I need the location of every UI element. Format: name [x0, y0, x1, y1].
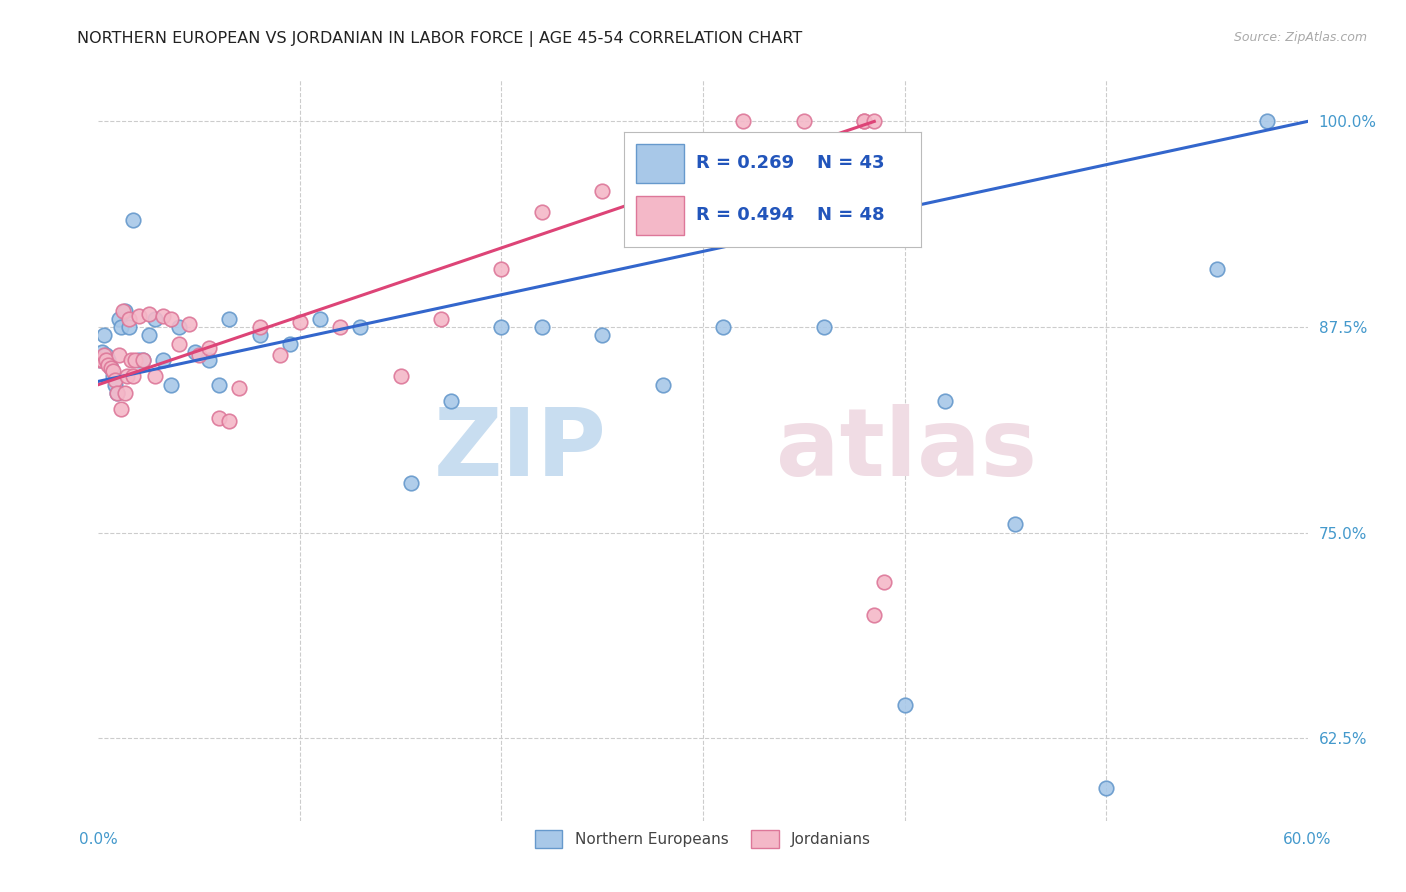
- Point: [278, 336, 301, 351]
- Point: [101, 364, 124, 378]
- Point: [152, 309, 174, 323]
- Point: [591, 184, 613, 198]
- Point: [813, 320, 835, 334]
- Point: [530, 205, 553, 219]
- Text: Source: ZipAtlas.com: Source: ZipAtlas.com: [1233, 31, 1367, 45]
- Point: [1206, 262, 1229, 277]
- Point: [853, 114, 876, 128]
- Point: [132, 353, 155, 368]
- Point: [733, 114, 755, 128]
- Point: [228, 381, 250, 395]
- Point: [249, 320, 271, 334]
- Point: [184, 344, 207, 359]
- Point: [143, 311, 166, 326]
- Point: [349, 320, 371, 334]
- Point: [179, 317, 201, 331]
- Point: [152, 353, 174, 368]
- Point: [430, 311, 453, 326]
- Point: [863, 114, 886, 128]
- Text: NORTHERN EUROPEAN VS JORDANIAN IN LABOR FORCE | AGE 45-54 CORRELATION CHART: NORTHERN EUROPEAN VS JORDANIAN IN LABOR …: [77, 31, 803, 47]
- Point: [111, 303, 134, 318]
- Point: [873, 575, 896, 590]
- Point: [160, 377, 183, 392]
- Point: [309, 311, 332, 326]
- Point: [89, 353, 111, 368]
- Point: [711, 320, 734, 334]
- Point: [288, 315, 311, 329]
- Point: [96, 353, 118, 368]
- Point: [120, 353, 142, 368]
- Text: atlas: atlas: [776, 404, 1036, 497]
- Point: [107, 348, 129, 362]
- Point: [89, 353, 111, 368]
- Point: [105, 385, 128, 400]
- Point: [651, 163, 673, 178]
- Point: [132, 353, 155, 368]
- Point: [138, 328, 160, 343]
- Point: [128, 353, 150, 368]
- Point: [91, 344, 114, 359]
- Point: [114, 385, 136, 400]
- Point: [160, 311, 183, 326]
- Point: [491, 262, 513, 277]
- Point: [399, 476, 422, 491]
- Point: [138, 307, 160, 321]
- Point: [105, 385, 128, 400]
- Point: [114, 303, 136, 318]
- Point: [853, 114, 876, 128]
- Point: [97, 358, 120, 372]
- Point: [121, 213, 143, 227]
- Point: [389, 369, 412, 384]
- Point: [97, 353, 120, 368]
- Point: [124, 353, 146, 368]
- Point: [1004, 517, 1026, 532]
- Point: [107, 311, 129, 326]
- Point: [110, 320, 132, 334]
- Point: [1095, 780, 1118, 795]
- Point: [143, 369, 166, 384]
- Point: [440, 394, 463, 409]
- Point: [100, 361, 122, 376]
- Point: [651, 377, 673, 392]
- Point: [91, 353, 114, 368]
- Point: [208, 410, 231, 425]
- Point: [93, 328, 115, 343]
- Point: [110, 402, 132, 417]
- Point: [167, 336, 190, 351]
- Point: [188, 348, 211, 362]
- Point: [591, 328, 613, 343]
- Point: [128, 309, 150, 323]
- Point: [491, 320, 513, 334]
- Text: ZIP: ZIP: [433, 404, 606, 497]
- Point: [103, 373, 125, 387]
- Point: [101, 369, 124, 384]
- Point: [530, 320, 553, 334]
- Point: [218, 311, 240, 326]
- Point: [863, 607, 886, 622]
- Point: [249, 328, 271, 343]
- Point: [269, 348, 291, 362]
- Legend: Northern Europeans, Jordanians: Northern Europeans, Jordanians: [529, 824, 877, 854]
- Point: [218, 414, 240, 428]
- Point: [793, 114, 815, 128]
- Point: [93, 348, 115, 362]
- Point: [198, 353, 221, 368]
- Point: [121, 369, 143, 384]
- Point: [1256, 114, 1278, 128]
- Point: [118, 311, 141, 326]
- Point: [934, 394, 956, 409]
- Point: [893, 698, 915, 713]
- Point: [118, 320, 141, 334]
- Point: [115, 369, 138, 384]
- Point: [198, 342, 221, 356]
- Point: [103, 377, 125, 392]
- Point: [329, 320, 352, 334]
- Point: [100, 361, 122, 376]
- Point: [167, 320, 190, 334]
- Point: [208, 377, 231, 392]
- Point: [96, 348, 118, 362]
